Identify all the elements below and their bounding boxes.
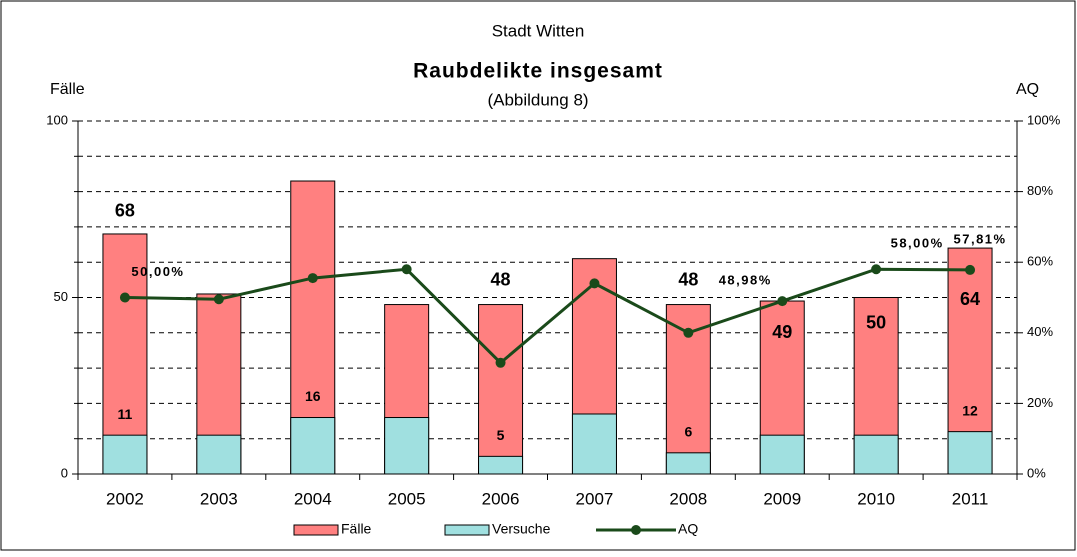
- y2-tick-label: 80%: [1027, 183, 1053, 198]
- y2-axis-label: AQ: [1016, 81, 1039, 98]
- data-label: 48: [678, 269, 698, 289]
- line-marker: [213, 294, 224, 305]
- line-marker: [119, 292, 130, 303]
- legend-marker: [631, 525, 641, 535]
- bar: [384, 417, 430, 475]
- chart-supertitle: Stadt Witten: [492, 21, 585, 40]
- x-tick-label: 2006: [482, 489, 520, 508]
- data-label: 12: [962, 402, 978, 418]
- data-label: 49: [772, 322, 792, 342]
- y2-tick-label: 100%: [1027, 112, 1061, 127]
- data-label: 5: [497, 427, 505, 443]
- y-axis-label: Fälle: [50, 81, 85, 98]
- y-tick-label: 0: [61, 465, 68, 480]
- line-marker: [589, 278, 600, 289]
- x-tick-label: 2008: [669, 489, 707, 508]
- data-label: 50,00%: [131, 264, 184, 279]
- line-marker: [495, 357, 506, 368]
- line-marker: [871, 264, 882, 275]
- legend-swatch: [444, 524, 490, 536]
- bar: [478, 304, 524, 475]
- data-label: 50: [866, 312, 886, 332]
- bar: [196, 434, 242, 475]
- chart-title: Raubdelikte insgesamt: [413, 60, 663, 83]
- legend-swatch: [293, 524, 339, 536]
- x-tick-label: 2003: [200, 489, 238, 508]
- line-marker: [777, 296, 788, 307]
- bar: [759, 434, 805, 475]
- data-label: 48,98%: [719, 273, 772, 288]
- bar: [102, 233, 148, 475]
- x-tick-label: 2011: [952, 489, 989, 508]
- y2-tick-label: 60%: [1027, 254, 1053, 269]
- y2-tick-label: 40%: [1027, 324, 1053, 339]
- chart-subtitle: (Abbildung 8): [487, 90, 588, 109]
- bar: [853, 434, 899, 475]
- bar: [665, 452, 711, 475]
- bar: [290, 417, 336, 475]
- x-tick-label: 2007: [576, 489, 614, 508]
- data-label: 11: [118, 406, 133, 422]
- x-tick-label: 2005: [388, 489, 426, 508]
- y2-tick-label: 0%: [1027, 465, 1046, 480]
- x-tick-label: 2010: [857, 489, 895, 508]
- data-label: 68: [115, 201, 135, 221]
- bar: [571, 413, 617, 475]
- bar: [947, 431, 993, 475]
- line: [124, 267, 971, 365]
- line-marker: [965, 264, 976, 275]
- line-marker: [683, 327, 694, 338]
- data-label: 57,81%: [954, 231, 1007, 246]
- bar: [102, 434, 148, 475]
- x-tick-label: 2002: [106, 489, 144, 508]
- y2-tick-label: 20%: [1027, 395, 1053, 410]
- y-tick-label: 50: [54, 289, 68, 304]
- legend-label: Versuche: [492, 521, 551, 537]
- data-label: 6: [684, 424, 692, 440]
- legend-label: AQ: [678, 521, 698, 537]
- line-marker: [401, 264, 412, 275]
- data-label: 48: [491, 269, 511, 289]
- data-label: 16: [305, 388, 321, 404]
- x-tick-label: 2004: [294, 489, 332, 508]
- y-tick-label: 100: [46, 112, 68, 127]
- line-marker: [307, 273, 318, 284]
- x-tick-label: 2009: [763, 489, 801, 508]
- data-label: 64: [960, 289, 980, 309]
- data-label: 58,00%: [891, 236, 944, 251]
- legend-label: Fälle: [341, 521, 372, 537]
- bar: [478, 455, 524, 475]
